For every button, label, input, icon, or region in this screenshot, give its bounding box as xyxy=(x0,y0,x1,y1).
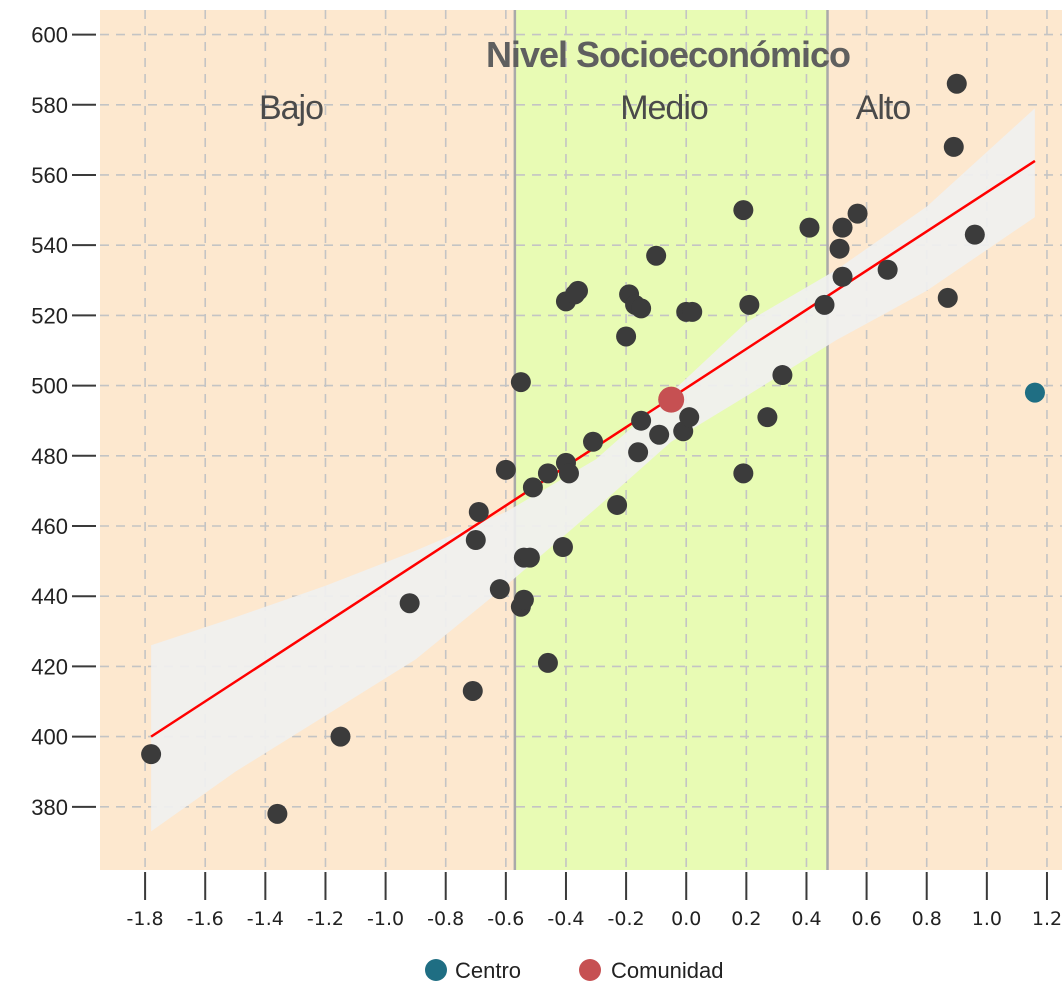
legend-marker-comunidad xyxy=(579,959,601,981)
y-tick-label: 420 xyxy=(31,654,68,679)
x-tick-label: 0.6 xyxy=(851,908,881,930)
legend-label-centro: Centro xyxy=(455,958,521,983)
x-tick-label: 0.0 xyxy=(671,908,701,930)
data-point xyxy=(739,294,760,315)
x-tick-label: -0.8 xyxy=(427,908,464,930)
legend: Centro Comunidad xyxy=(425,958,724,983)
x-tick-label: 1.2 xyxy=(1032,908,1062,930)
data-point xyxy=(646,245,667,266)
y-tick-label: 400 xyxy=(31,725,68,750)
point-comunidad xyxy=(658,386,685,413)
data-point xyxy=(628,442,649,463)
data-point xyxy=(943,136,964,157)
data-point xyxy=(772,365,793,386)
data-point xyxy=(558,463,579,484)
data-point xyxy=(510,372,531,393)
data-point xyxy=(489,579,510,600)
x-tick-label: 0.4 xyxy=(791,908,821,930)
y-tick-label: 500 xyxy=(31,374,68,399)
data-point xyxy=(757,407,778,428)
x-tick-label: -0.4 xyxy=(547,908,584,930)
data-point xyxy=(537,463,558,484)
data-point xyxy=(399,593,420,614)
data-point xyxy=(847,203,868,224)
data-point xyxy=(814,294,835,315)
x-tick-label: -0.6 xyxy=(487,908,524,930)
data-point xyxy=(937,287,958,308)
legend-label-comunidad: Comunidad xyxy=(611,958,724,983)
y-tick-label: 600 xyxy=(31,23,68,48)
data-point xyxy=(733,463,754,484)
x-tick-label: -1.0 xyxy=(367,908,404,930)
data-point xyxy=(583,431,604,452)
chart-title: Nivel Socioeconómico xyxy=(486,34,850,75)
data-point xyxy=(733,200,754,221)
x-tick-label: -1.4 xyxy=(247,908,284,930)
legend-marker-centro xyxy=(425,959,447,981)
data-point xyxy=(465,530,486,551)
x-tick-label: -1.8 xyxy=(127,908,164,930)
confidence-band-layer xyxy=(151,108,1035,832)
data-point xyxy=(832,266,853,287)
data-point xyxy=(495,459,516,480)
data-points xyxy=(141,73,985,824)
region-label-medio: Medio xyxy=(620,89,708,127)
data-point xyxy=(607,494,628,515)
data-point xyxy=(799,217,820,238)
data-point xyxy=(649,424,670,445)
region-label-alto: Alto xyxy=(856,89,911,127)
highlight-points xyxy=(658,382,1045,413)
data-point xyxy=(468,501,489,522)
data-point xyxy=(616,326,637,347)
confidence-band xyxy=(151,108,1035,832)
y-tick-label: 380 xyxy=(31,795,68,820)
y-tick-label: 440 xyxy=(31,584,68,609)
data-point xyxy=(829,238,850,259)
x-tick-label: 0.8 xyxy=(912,908,942,930)
data-point xyxy=(946,73,967,94)
data-point xyxy=(567,280,588,301)
data-point xyxy=(513,589,534,610)
data-point xyxy=(682,301,703,322)
x-tick-label: 0.2 xyxy=(731,908,761,930)
y-tick-label: 480 xyxy=(31,444,68,469)
data-point xyxy=(877,259,898,280)
x-tick-label: -1.6 xyxy=(187,908,224,930)
y-tick-label: 580 xyxy=(31,93,68,118)
region-label-bajo: Bajo xyxy=(259,89,323,127)
x-axis-ticks: -1.8 -1.6 -1.4 -1.2 -1.0 -0.8 -0.6 -0.4 -0.2 0.0 0… xyxy=(127,872,1062,930)
data-point xyxy=(330,726,351,747)
data-point xyxy=(832,217,853,238)
data-point xyxy=(964,224,985,245)
data-point xyxy=(522,477,543,498)
data-point xyxy=(631,410,652,431)
point-centro xyxy=(1024,382,1045,403)
data-point xyxy=(679,407,700,428)
data-point xyxy=(552,537,573,558)
data-point xyxy=(519,547,540,568)
x-tick-label: 1.0 xyxy=(972,908,1002,930)
data-point xyxy=(141,744,162,765)
x-tick-label: -1.2 xyxy=(307,908,344,930)
x-tick-label: -0.2 xyxy=(608,908,645,930)
data-point xyxy=(267,803,288,824)
data-point xyxy=(462,680,483,701)
data-point xyxy=(537,652,558,673)
y-tick-label: 560 xyxy=(31,163,68,188)
y-tick-label: 520 xyxy=(31,303,68,328)
y-tick-label: 540 xyxy=(31,233,68,258)
y-tick-label: 460 xyxy=(31,514,68,539)
y-axis-ticks: 380 400 420 440 460 480 500 520 540 560 580 600 xyxy=(31,23,96,820)
data-point xyxy=(631,298,652,319)
